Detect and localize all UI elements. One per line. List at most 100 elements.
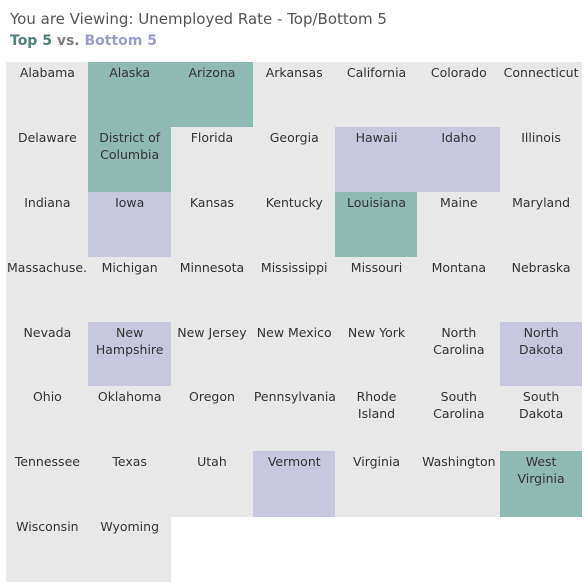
state-label: Arizona xyxy=(188,65,236,80)
state-label: Kentucky xyxy=(265,194,323,210)
state-cell[interactable]: Iowa xyxy=(88,191,172,258)
state-cell[interactable]: Illinois xyxy=(499,126,583,193)
state-label: Michigan xyxy=(101,259,158,275)
state-cell[interactable]: Tennessee xyxy=(6,451,89,517)
legend-vs: vs. xyxy=(56,33,80,49)
state-cell[interactable]: Texas xyxy=(88,451,172,517)
state-label: Illinois xyxy=(521,129,561,145)
legend-bottom: Bottom 5 xyxy=(84,33,157,49)
state-label: Nevada xyxy=(23,324,72,340)
state-label: Vermont xyxy=(267,454,321,470)
state-cell[interactable]: Washington xyxy=(417,451,501,517)
state-label: Missouri xyxy=(350,259,403,275)
state-label: Wyoming xyxy=(100,519,160,535)
state-cell[interactable]: Florida xyxy=(170,126,254,193)
state-cell[interactable]: Oklahoma xyxy=(88,386,172,452)
state-cell[interactable]: Georgia xyxy=(252,126,336,193)
state-label: District of Columbia xyxy=(99,129,161,162)
state-label: Maryland xyxy=(512,194,571,210)
state-label: Mississippi xyxy=(260,259,328,275)
state-cell[interactable]: South Carolina xyxy=(417,386,501,452)
state-label: North Carolina xyxy=(433,324,485,357)
state-label: New Hampshire xyxy=(95,324,164,357)
state-cell[interactable]: New Hampshire xyxy=(88,321,172,387)
state-label: Utah xyxy=(197,454,227,470)
state-label: Florida xyxy=(190,129,234,145)
state-label: Nebraska xyxy=(511,259,571,275)
state-cell[interactable]: Virginia xyxy=(335,451,418,517)
state-cell[interactable]: West Virginia xyxy=(499,451,583,517)
state-label: Arkansas xyxy=(265,65,323,80)
state-label: Colorado xyxy=(430,65,487,80)
state-cell[interactable]: Louisiana xyxy=(335,191,418,258)
state-cell[interactable]: Michigan xyxy=(88,256,172,322)
state-cell[interactable]: Nevada xyxy=(6,321,89,387)
state-label: Hawaii xyxy=(355,129,398,145)
legend: Top 5 vs. Bottom 5 xyxy=(10,33,157,49)
state-cell[interactable]: Maryland xyxy=(499,191,583,258)
state-cell[interactable]: Alabama xyxy=(6,62,89,128)
state-label: Alaska xyxy=(109,65,151,80)
state-cell[interactable]: New Mexico xyxy=(252,321,336,387)
state-cell[interactable]: South Dakota xyxy=(499,386,583,452)
state-label: Indiana xyxy=(24,194,71,210)
state-label: Georgia xyxy=(269,129,319,145)
state-cell[interactable]: Arkansas xyxy=(252,62,336,128)
state-cell[interactable]: New York xyxy=(335,321,418,387)
state-cell[interactable]: Rhode Island xyxy=(335,386,418,452)
state-cell[interactable]: Maine xyxy=(417,191,501,258)
state-cell[interactable]: California xyxy=(335,62,418,128)
state-cell[interactable]: Arizona xyxy=(170,62,254,128)
state-label: Rhode Island xyxy=(356,389,397,422)
state-cell[interactable]: North Carolina xyxy=(417,321,501,387)
state-cell[interactable]: Idaho xyxy=(417,126,501,193)
state-cell[interactable]: District of Columbia xyxy=(88,126,172,193)
state-label: South Dakota xyxy=(518,389,564,422)
state-cell[interactable]: Colorado xyxy=(417,62,501,128)
state-cell[interactable]: North Dakota xyxy=(499,321,583,387)
state-label: Ohio xyxy=(32,389,62,405)
state-label: New Mexico xyxy=(256,324,332,340)
state-label: Washington xyxy=(422,454,496,470)
state-label: New Jersey xyxy=(177,324,247,340)
state-label: Texas xyxy=(112,454,147,470)
state-label: Iowa xyxy=(115,194,145,210)
state-label: North Dakota xyxy=(518,324,564,357)
state-cell[interactable]: Minnesota xyxy=(170,256,254,322)
state-cell[interactable]: Massachuse.. xyxy=(6,256,89,322)
state-label: New York xyxy=(347,324,406,340)
state-cell[interactable]: Ohio xyxy=(6,386,89,452)
state-cell[interactable]: Mississippi xyxy=(252,256,336,322)
state-cell[interactable]: Nebraska xyxy=(499,256,583,322)
state-cell[interactable]: Wyoming xyxy=(88,516,172,582)
state-cell[interactable]: Hawaii xyxy=(335,126,418,193)
state-cell[interactable]: Pennsylvania xyxy=(252,386,336,452)
state-cell[interactable]: Oregon xyxy=(170,386,254,452)
state-cell[interactable]: New Jersey xyxy=(170,321,254,387)
state-label: California xyxy=(346,65,407,80)
state-cell[interactable]: Indiana xyxy=(6,191,89,258)
state-cell[interactable]: Kentucky xyxy=(252,191,336,258)
legend-top: Top 5 xyxy=(10,33,52,49)
state-label: Virginia xyxy=(352,454,401,470)
state-cell[interactable]: Wisconsin xyxy=(6,516,89,582)
state-cell[interactable]: Montana xyxy=(417,256,501,322)
state-grid: Alabama Alaska Arizona Arkansas California Co… xyxy=(6,62,583,582)
state-cell[interactable]: Kansas xyxy=(170,191,254,258)
state-label: Louisiana xyxy=(347,194,407,210)
state-label: Maine xyxy=(440,194,478,210)
state-label: Massachuse.. xyxy=(7,259,89,275)
state-cell[interactable]: Utah xyxy=(170,451,254,517)
state-label: Alabama xyxy=(19,65,75,80)
state-label: Montana xyxy=(431,259,487,275)
state-label: Minnesota xyxy=(179,259,245,275)
state-cell[interactable]: Delaware xyxy=(6,126,89,193)
page-title: You are Viewing: Unemployed Rate - Top/B… xyxy=(10,10,387,28)
state-cell[interactable]: Alaska xyxy=(88,62,172,128)
state-cell[interactable]: Vermont xyxy=(252,451,336,517)
state-cell[interactable]: Connecticut xyxy=(499,62,583,128)
state-label: Kansas xyxy=(189,194,235,210)
state-cell[interactable]: Missouri xyxy=(335,256,418,322)
state-label: Oklahoma xyxy=(97,389,162,405)
state-label: Wisconsin xyxy=(16,519,79,535)
